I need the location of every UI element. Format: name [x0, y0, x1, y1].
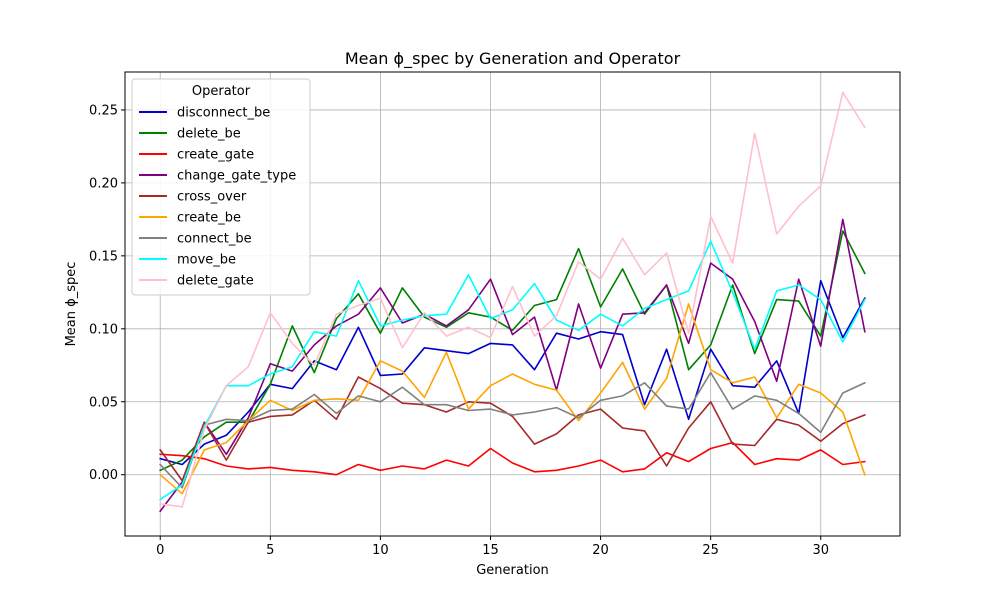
x-axis: 0 5 10 15 20 25 30 [156, 536, 829, 558]
chart-title: Mean ϕ_spec by Generation and Operator [345, 49, 681, 69]
y-axis: 0.00 0.05 0.10 0.15 0.20 0.25 [89, 103, 125, 483]
x-tick-label: 20 [592, 543, 609, 558]
legend-label: disconnect_be [177, 106, 270, 121]
series-line-connect-be [159, 371, 866, 489]
legend-item: cross_over [139, 190, 247, 205]
legend: Operator disconnect_be delete_be create_ga… [131, 78, 311, 296]
legend-item: change_gate_type [139, 169, 296, 184]
legend-item: move_be [139, 253, 236, 268]
series-lines [159, 91, 866, 513]
legend-item: delete_gate [139, 274, 254, 289]
legend-item: delete_be [139, 127, 241, 142]
y-tick-label: 0.10 [89, 322, 118, 337]
series-line-change-gate-type [159, 218, 866, 513]
x-tick-label: 0 [156, 543, 164, 558]
series-line-cross-over [159, 376, 866, 482]
series-line-disconnect-be [159, 279, 866, 466]
legend-item: create_be [139, 211, 241, 226]
x-tick-label: 25 [702, 543, 719, 558]
legend-label: create_be [177, 211, 241, 226]
series-line-delete-gate [159, 91, 866, 508]
x-tick-label: 5 [266, 543, 274, 558]
legend-box [131, 78, 311, 296]
legend-title: Operator [192, 84, 251, 99]
legend-items: disconnect_be delete_be create_gate change_… [139, 106, 296, 289]
series-line-move-be [159, 240, 866, 501]
legend-label: connect_be [177, 232, 252, 247]
y-tick-label: 0.25 [89, 103, 118, 118]
series-line-create-be [159, 303, 866, 495]
legend-label: create_gate [177, 148, 254, 163]
legend-label: cross_over [177, 190, 247, 205]
y-axis-title: Mean ϕ_spec [64, 262, 79, 347]
legend-label: change_gate_type [177, 169, 296, 184]
legend-label: delete_gate [177, 274, 254, 289]
legend-label: move_be [177, 253, 236, 268]
plot-frame [124, 71, 901, 537]
y-tick-label: 0.05 [89, 395, 118, 410]
x-tick-label: 10 [372, 543, 389, 558]
series-line-create-gate [159, 441, 866, 476]
x-axis-title: Generation [476, 563, 549, 578]
legend-item: create_gate [139, 148, 254, 163]
y-tick-label: 0.15 [89, 249, 118, 264]
legend-label: delete_be [177, 127, 241, 142]
legend-item: disconnect_be [139, 106, 270, 121]
x-tick-label: 30 [812, 543, 829, 558]
y-tick-label: 0.00 [89, 468, 118, 483]
x-tick-label: 15 [482, 543, 499, 558]
legend-item: connect_be [139, 232, 252, 247]
y-tick-label: 0.20 [89, 176, 118, 191]
